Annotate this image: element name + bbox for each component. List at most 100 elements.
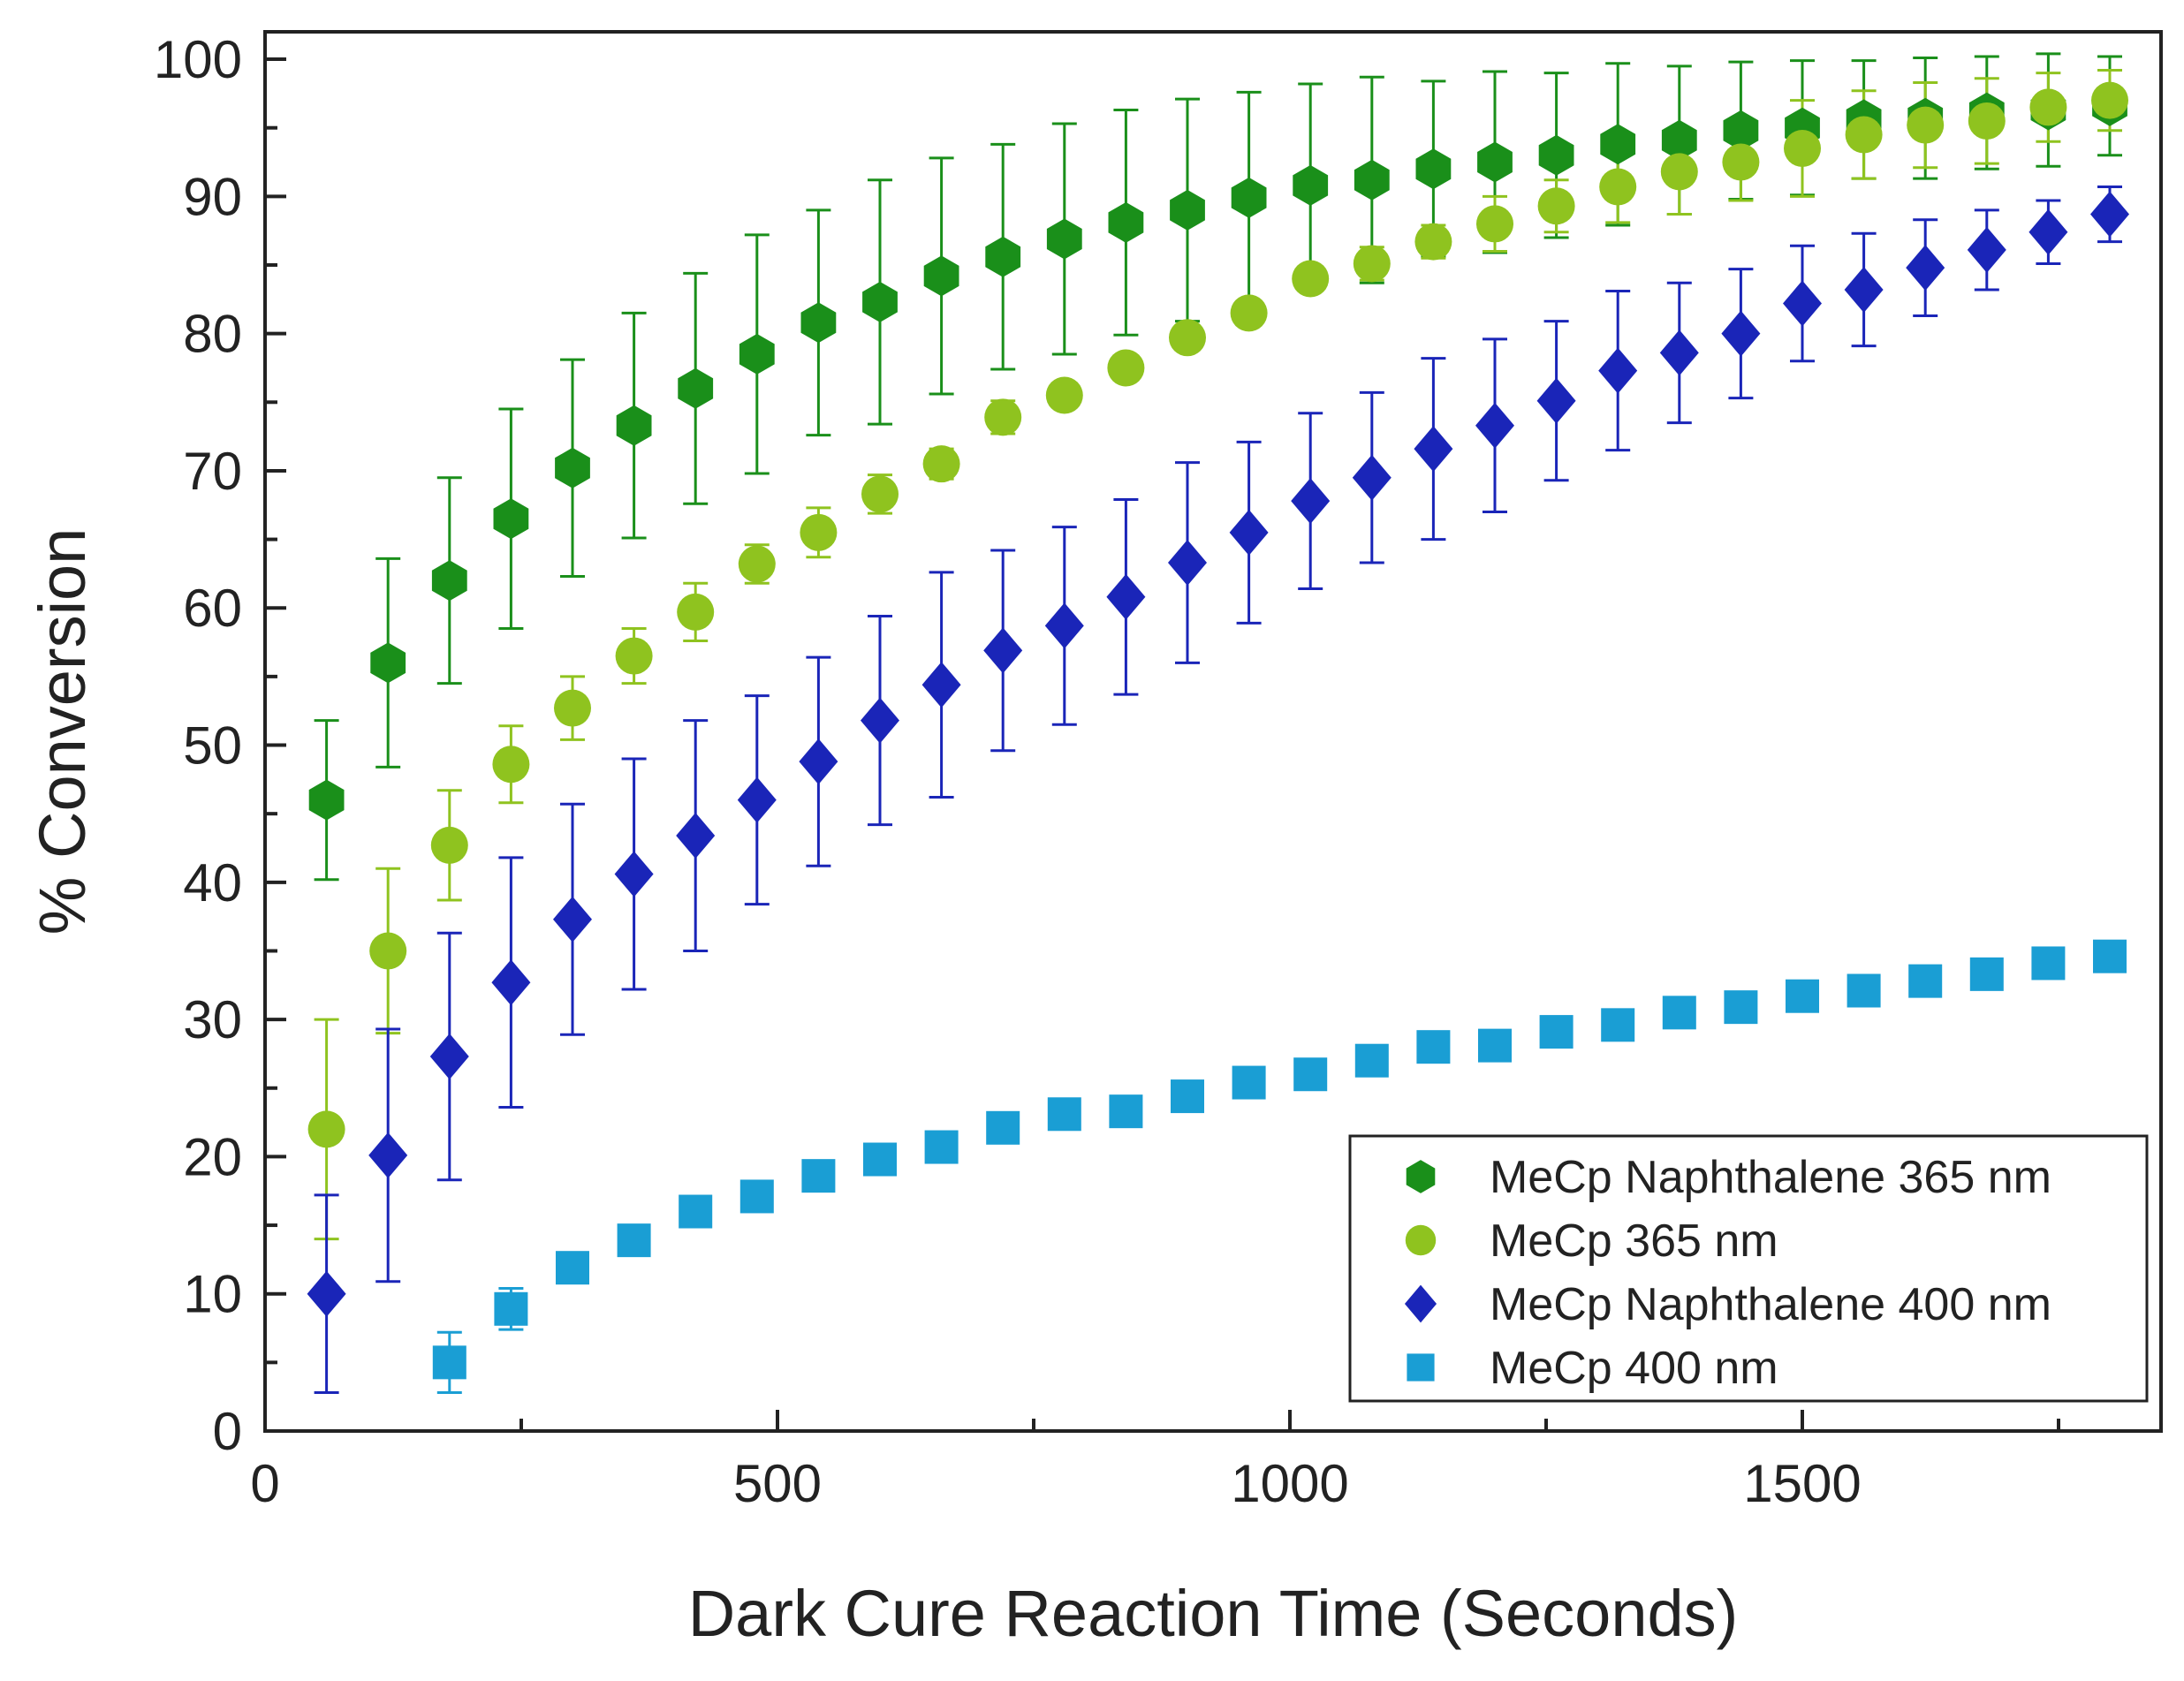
- data-point-mecp-naphthalene-400-nm-17: [1352, 454, 1392, 501]
- data-point-mecp-naphthalene-400-nm-29: [2090, 191, 2129, 238]
- y-tick-label: 10: [183, 1265, 242, 1324]
- legend-item: MeCp Naphthalene 400 nm: [1404, 1279, 2051, 1330]
- data-point-mecp-365-nm-0: [307, 1110, 345, 1148]
- data-point-mecp-naphthalene-400-nm-20: [1536, 377, 1576, 424]
- data-point-mecp-naphthalene-400-nm-19: [1475, 402, 1514, 449]
- data-point-mecp-400-nm-13: [1232, 1065, 1266, 1100]
- data-point-mecp-400-nm-17: [1478, 1028, 1512, 1063]
- data-point-mecp-naphthalene-400-nm-22: [1659, 329, 1699, 376]
- data-point-mecp-naphthalene-365-nm-1: [370, 642, 406, 684]
- data-point-mecp-naphthalene-400-nm-28: [2029, 208, 2068, 255]
- data-point-mecp-365-nm-16: [1292, 260, 1330, 298]
- data-point-mecp-naphthalene-400-nm-13: [1106, 573, 1146, 620]
- data-point-mecp-365-nm-25: [1845, 116, 1883, 154]
- data-point-mecp-naphthalene-400-nm-5: [614, 851, 654, 897]
- data-point-mecp-400-nm-3: [617, 1223, 651, 1258]
- data-point-mecp-naphthalene-400-nm-8: [799, 738, 838, 785]
- data-point-mecp-naphthalene-365-nm-14: [1170, 189, 1205, 231]
- data-point-mecp-365-nm-5: [615, 637, 653, 675]
- data-point-mecp-naphthalene-365-nm-18: [1415, 148, 1452, 190]
- data-point-mecp-365-nm-26: [1907, 106, 1945, 144]
- y-tick-label: 90: [183, 167, 242, 226]
- legend-marker: [1404, 1284, 1437, 1323]
- data-point-mecp-365-nm-29: [2091, 81, 2128, 119]
- data-point-mecp-naphthalene-365-nm-0: [308, 779, 345, 821]
- data-point-mecp-365-nm-22: [1660, 153, 1698, 191]
- data-point-mecp-naphthalene-365-nm-16: [1293, 164, 1329, 206]
- data-point-mecp-naphthalene-400-nm-6: [676, 813, 716, 859]
- data-point-mecp-365-nm-14: [1169, 319, 1206, 357]
- data-point-mecp-naphthalene-400-nm-9: [861, 697, 899, 744]
- data-point-mecp-400-nm-1: [494, 1291, 528, 1326]
- data-point-mecp-naphthalene-400-nm-7: [737, 776, 777, 823]
- y-tick-label: 30: [183, 990, 242, 1049]
- data-point-mecp-400-nm-2: [556, 1251, 589, 1285]
- data-point-mecp-400-nm-0: [432, 1345, 466, 1380]
- data-point-mecp-400-nm-12: [1171, 1079, 1204, 1114]
- data-point-mecp-naphthalene-365-nm-5: [616, 405, 652, 446]
- data-point-mecp-naphthalene-365-nm-8: [800, 302, 837, 344]
- data-point-mecp-naphthalene-400-nm-15: [1229, 509, 1269, 556]
- data-point-mecp-naphthalene-365-nm-2: [431, 560, 467, 602]
- data-point-mecp-400-nm-19: [1601, 1008, 1635, 1042]
- data-point-mecp-400-nm-27: [2093, 939, 2127, 973]
- data-point-mecp-naphthalene-365-nm-7: [739, 333, 775, 375]
- data-point-mecp-400-nm-16: [1416, 1030, 1451, 1064]
- data-point-mecp-365-nm-2: [430, 826, 468, 864]
- data-point-mecp-naphthalene-400-nm-14: [1168, 539, 1207, 586]
- y-tick-label: 50: [183, 716, 242, 776]
- y-axis-title: % Conversion: [26, 528, 99, 935]
- data-point-mecp-naphthalene-400-nm-2: [429, 1034, 469, 1080]
- data-point-mecp-naphthalene-400-nm-10: [921, 662, 961, 708]
- data-point-mecp-365-nm-9: [861, 475, 899, 513]
- data-point-mecp-400-nm-24: [1908, 964, 1943, 998]
- data-point-mecp-naphthalene-400-nm-27: [1967, 226, 2006, 273]
- data-point-mecp-400-nm-6: [801, 1159, 836, 1193]
- y-tick-label: 40: [183, 853, 242, 912]
- data-point-mecp-400-nm-10: [1047, 1097, 1081, 1132]
- data-point-mecp-365-nm-1: [369, 932, 407, 970]
- data-point-mecp-400-nm-8: [924, 1130, 959, 1164]
- data-point-mecp-naphthalene-400-nm-11: [983, 627, 1023, 674]
- data-point-mecp-400-nm-26: [2031, 946, 2066, 981]
- data-point-mecp-naphthalene-365-nm-10: [923, 255, 959, 297]
- data-point-mecp-naphthalene-365-nm-11: [985, 236, 1021, 277]
- data-point-mecp-400-nm-15: [1354, 1043, 1389, 1078]
- legend-label: MeCp Naphthalene 400 nm: [1490, 1279, 2051, 1330]
- data-point-mecp-400-nm-7: [863, 1142, 897, 1177]
- data-point-mecp-365-nm-21: [1599, 168, 1637, 206]
- data-point-mecp-naphthalene-365-nm-19: [1477, 141, 1513, 183]
- data-point-mecp-365-nm-19: [1476, 205, 1513, 243]
- y-tick-label: 0: [213, 1402, 242, 1461]
- data-point-mecp-400-nm-9: [986, 1110, 1020, 1145]
- data-point-mecp-365-nm-3: [492, 746, 530, 784]
- legend-item: MeCp 365 nm: [1405, 1215, 1778, 1267]
- data-point-mecp-365-nm-23: [1722, 143, 1760, 181]
- x-tick-label: 500: [733, 1454, 822, 1513]
- data-point-mecp-naphthalene-400-nm-24: [1783, 280, 1822, 327]
- legend: MeCp Naphthalene 365 nm MeCp 365 nm MeCp N…: [1348, 1134, 2149, 1403]
- data-point-mecp-naphthalene-400-nm-3: [491, 959, 531, 1006]
- data-point-mecp-365-nm-8: [800, 513, 838, 551]
- data-point-mecp-365-nm-11: [984, 398, 1022, 436]
- data-point-mecp-naphthalene-400-nm-18: [1414, 426, 1453, 473]
- data-point-mecp-naphthalene-365-nm-13: [1108, 201, 1144, 243]
- legend-marker: [1405, 1224, 1437, 1256]
- data-point-mecp-365-nm-15: [1230, 294, 1268, 332]
- data-point-mecp-naphthalene-400-nm-4: [553, 896, 592, 943]
- y-tick-label: 70: [183, 442, 242, 501]
- data-markers: [307, 81, 2129, 1380]
- legend-label: MeCp 400 nm: [1490, 1343, 1778, 1394]
- x-tick-label: 1000: [1231, 1454, 1348, 1513]
- x-axis-title: Dark Cure Reaction Time (Seconds): [688, 1577, 1739, 1650]
- plot-frame: [263, 30, 2163, 1433]
- x-tick-label: 0: [250, 1454, 279, 1513]
- data-point-mecp-365-nm-18: [1414, 223, 1452, 261]
- data-point-mecp-naphthalene-400-nm-25: [1844, 266, 1884, 313]
- data-point-mecp-400-nm-23: [1847, 973, 1881, 1008]
- data-point-mecp-naphthalene-365-nm-15: [1231, 177, 1267, 218]
- data-point-mecp-400-nm-11: [1109, 1094, 1143, 1129]
- y-tick-label: 60: [183, 579, 242, 638]
